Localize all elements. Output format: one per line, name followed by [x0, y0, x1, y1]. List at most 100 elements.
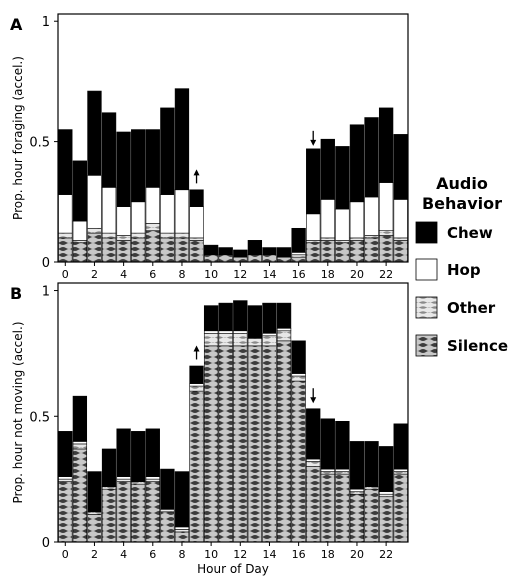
panel-a-bar-silence-hour-8 — [174, 237, 190, 263]
panel-a-bar-silence-hour-0 — [58, 237, 73, 263]
panel-b-bar-silence-hour-19 — [335, 473, 350, 543]
panel-b-bar-other-hour-22 — [378, 493, 394, 498]
panel-a-bar-chew-hour-2 — [87, 90, 102, 176]
panel-b-bar-chew-hour-22 — [378, 446, 394, 493]
panel-a-bar-hop-hour-1 — [72, 220, 88, 241]
panel-a-bar-hop-hour-7 — [160, 194, 175, 234]
panel-b-bar-hop-hour-16 — [291, 373, 306, 377]
panel-b-bar-chew-hour-19 — [335, 420, 350, 470]
panel-b-bar-other-hour-16 — [291, 375, 306, 382]
legend-swatch-silence — [415, 334, 438, 357]
panel-b-bar-other-hour-17 — [306, 461, 321, 467]
panel-b-bar-silence-hour-17 — [306, 466, 321, 543]
panel-a-bar-hop-hour-3 — [101, 187, 117, 234]
panel-a-label: A — [10, 15, 23, 34]
panel-b-bar-hop-hour-19 — [335, 468, 350, 472]
panel-b-bar-silence-hour-11 — [218, 345, 233, 543]
panel-b-bar-silence-hour-0 — [58, 481, 73, 543]
panel-b-bar-silence-hour-3 — [101, 488, 117, 543]
panel-b-bar-chew-hour-3 — [101, 448, 117, 487]
panel-b-xlabel: Hour of Day — [197, 562, 269, 576]
panel-b-bar-chew-hour-14 — [262, 302, 277, 334]
panel-b-bar-chew-hour-18 — [320, 418, 335, 470]
panel-a-bar-chew-hour-9 — [189, 189, 204, 207]
panel-a-bar-other-hour-0 — [58, 232, 73, 239]
legend-swatch-chew — [415, 221, 438, 244]
panel-a-ylabel: Prop. hour foraging (accel.) — [11, 56, 25, 220]
panel-a-bar-hop-hour-2 — [87, 175, 102, 229]
panel-b-bar-silence-hour-23 — [393, 473, 408, 543]
panel-b-bar-silence-hour-21 — [364, 488, 379, 543]
panel-b-bar-silence-hour-8 — [174, 531, 190, 543]
panel-a-bar-hop-hour-0 — [58, 194, 73, 234]
panel-b-bar-chew-hour-5 — [131, 431, 146, 482]
panel-b-ytick-label: 0.5 — [29, 410, 50, 425]
panel-b-bar-chew-hour-2 — [87, 471, 102, 513]
panel-b-bar-other-hour-3 — [101, 486, 117, 490]
panel-b-bar-hop-hour-20 — [349, 488, 365, 493]
panel-b-bar-chew-hour-9 — [189, 365, 204, 384]
legend-title-line1: Audio — [436, 174, 488, 193]
panel-a-bar-hop-hour-22 — [378, 182, 394, 231]
panel-b-bar-other-hour-9 — [189, 385, 204, 392]
panel-b-bar-other-hour-4 — [116, 478, 131, 482]
panel-a-frame — [57, 13, 409, 263]
panel-a-xtick-label: 0 — [62, 268, 69, 281]
panel-a-bar-other-hour-19 — [335, 240, 350, 244]
panel-a-bar-other-hour-23 — [393, 237, 408, 241]
panel-b-bar-chew-hour-8 — [174, 471, 190, 528]
panel-a-bar-silence-hour-12 — [233, 256, 248, 263]
panel-b-ytick-label: 0 — [42, 536, 50, 551]
panel-a-bar-hop-hour-23 — [393, 199, 408, 239]
panel-a-bar-silence-hour-19 — [335, 242, 350, 263]
panel-a-xtick-label: 22 — [379, 268, 393, 281]
panel-a-bar-silence-hour-15 — [276, 256, 292, 263]
panel-b-arrow-up-hour-9 — [193, 345, 200, 360]
panel-a-ytick-label: 0.5 — [29, 136, 50, 151]
legend-label-chew: Chew — [447, 224, 493, 242]
panel-b-bar-other-hour-6 — [145, 478, 160, 482]
panel-a-bar-chew-hour-19 — [335, 146, 350, 210]
panel-b-bar-silence-hour-15 — [276, 340, 292, 543]
panel-a-bar-chew-hour-15 — [276, 247, 292, 258]
panel-a-bar-hop-hour-16 — [291, 252, 306, 256]
panel-a-bar-chew-hour-6 — [145, 129, 160, 188]
panel-a-bar-chew-hour-0 — [58, 129, 73, 195]
panel-a-bar-hop-hour-6 — [145, 187, 160, 224]
panel-b-bar-chew-hour-6 — [145, 428, 160, 477]
panel-a-arrow-up-hour-9 — [193, 169, 200, 184]
panel-a-bar-silence-hour-5 — [131, 237, 146, 263]
panel-a-bar-silence-hour-4 — [116, 240, 131, 263]
panel-b-bar-silence-hour-14 — [262, 345, 277, 543]
panel-b-bar-chew-hour-10 — [203, 305, 219, 332]
panel-a-ytick-label: 0 — [42, 256, 50, 271]
panel-b-label: B — [10, 284, 22, 303]
panel-b-bar-chew-hour-13 — [247, 305, 263, 339]
panel-a-bar-chew-hour-4 — [116, 131, 131, 207]
panel-a-xtick-label: 6 — [149, 268, 156, 281]
panel-b-xtick-label: 20 — [350, 548, 364, 561]
panel-b-xtick-label: 14 — [262, 548, 276, 561]
panel-b-bar-silence-hour-6 — [145, 481, 160, 543]
panel-b-bar-chew-hour-12 — [233, 300, 248, 332]
panel-b-xtick-label: 4 — [120, 548, 127, 561]
panel-b-bar-other-hour-1 — [72, 443, 88, 450]
panel-a-bar-hop-hour-9 — [189, 206, 204, 239]
panel-b-bar-hop-hour-4 — [116, 476, 131, 480]
panel-b-xtick-label: 12 — [233, 548, 247, 561]
panel-a-xtick-label: 2 — [91, 268, 98, 281]
panel-b-bar-hop-hour-10 — [203, 330, 219, 334]
panel-b-bar-silence-hour-18 — [320, 473, 335, 543]
panel-a-bar-other-hour-6 — [145, 223, 160, 231]
panel-b-bar-hop-hour-14 — [262, 332, 277, 337]
panel-a-xtick-label: 12 — [233, 268, 247, 281]
panel-a-bar-hop-hour-17 — [306, 213, 321, 241]
panel-b-bar-other-hour-5 — [131, 481, 146, 485]
panel-a-bar-chew-hour-23 — [393, 134, 408, 200]
panel-a-bar-silence-hour-7 — [160, 237, 175, 263]
panel-a-bar-silence-hour-18 — [320, 240, 335, 263]
legend-label-other: Other — [447, 299, 496, 317]
panel-b-bar-silence-hour-1 — [72, 448, 88, 543]
panel-a-bar-chew-hour-14 — [262, 247, 277, 256]
